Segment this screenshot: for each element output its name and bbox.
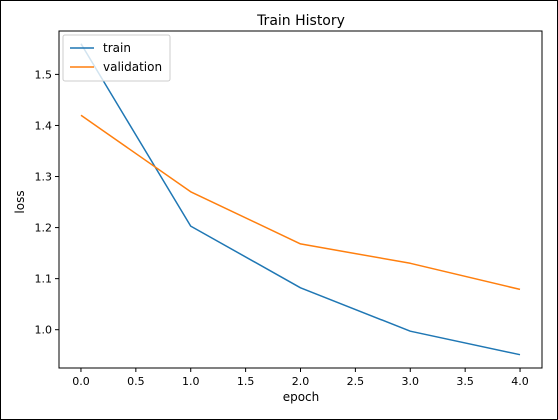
x-tick-label: 3.5	[456, 375, 474, 388]
legend-label-train: train	[103, 41, 131, 55]
chart-title: Train History	[256, 13, 345, 29]
series-line-validation	[80, 114, 521, 291]
y-tick-label: 1.2	[35, 222, 53, 235]
x-axis-label: epoch	[283, 390, 320, 404]
x-tick-label: 4.0	[511, 375, 529, 388]
plot-area	[58, 30, 543, 369]
legend: train validation	[62, 34, 171, 82]
x-tick-label: 1.0	[182, 375, 200, 388]
x-axis-ticks: 0.0 0.5 1.0 1.5 2.0 2.5 3.0 3.5 4.0	[72, 368, 529, 388]
x-tick-label: 1.5	[237, 375, 255, 388]
x-tick-label: 3.0	[402, 375, 420, 388]
x-tick-label: 2.5	[347, 375, 365, 388]
y-tick-label: 1.3	[35, 171, 53, 184]
x-tick-label: 0.5	[127, 375, 145, 388]
y-tick-label: 1.0	[35, 324, 53, 337]
y-axis-ticks: 1.0 1.1 1.2 1.3 1.4 1.5	[35, 68, 59, 337]
x-tick-label: 2.0	[292, 375, 310, 388]
series-line-train	[80, 43, 521, 356]
y-tick-label: 1.4	[35, 119, 53, 132]
y-axis-label: loss	[13, 190, 27, 213]
legend-label-validation: validation	[103, 60, 162, 74]
series-layer	[80, 43, 521, 356]
legend-box	[62, 34, 171, 82]
x-tick-label: 0.0	[72, 375, 90, 388]
y-tick-label: 1.5	[35, 68, 53, 81]
y-tick-label: 1.1	[35, 273, 53, 286]
